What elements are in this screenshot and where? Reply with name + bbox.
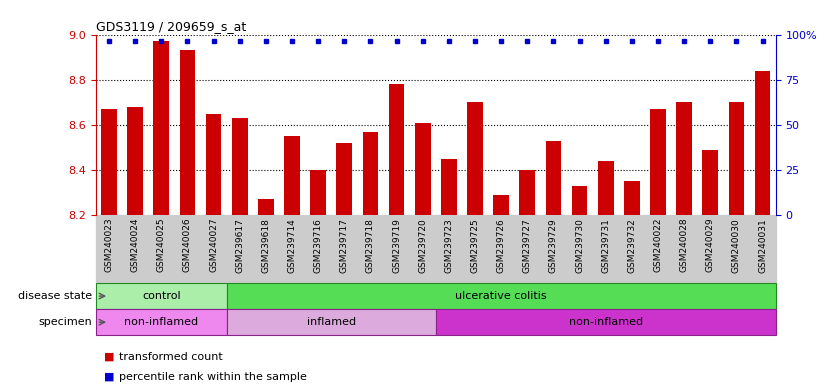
Bar <box>435 309 776 335</box>
Text: disease state: disease state <box>18 291 92 301</box>
Bar <box>128 107 143 215</box>
Bar <box>572 186 587 215</box>
Bar <box>258 199 274 215</box>
Bar <box>651 109 666 215</box>
Bar <box>520 170 535 215</box>
Bar <box>755 71 771 215</box>
Text: ■: ■ <box>104 372 118 382</box>
Text: percentile rank within the sample: percentile rank within the sample <box>119 372 307 382</box>
Text: ■: ■ <box>104 352 118 362</box>
Text: GDS3119 / 209659_s_at: GDS3119 / 209659_s_at <box>96 20 246 33</box>
Text: control: control <box>142 291 181 301</box>
Bar <box>467 102 483 215</box>
Text: non-inflamed: non-inflamed <box>569 317 643 327</box>
Bar <box>310 170 326 215</box>
Text: non-inflamed: non-inflamed <box>124 317 198 327</box>
Bar <box>96 283 227 309</box>
Bar <box>96 309 227 335</box>
Text: ulcerative colitis: ulcerative colitis <box>455 291 547 301</box>
Bar <box>389 84 404 215</box>
Bar <box>624 181 640 215</box>
Bar <box>101 109 117 215</box>
Bar <box>676 102 692 215</box>
Bar <box>227 309 435 335</box>
Bar <box>232 118 248 215</box>
Text: inflamed: inflamed <box>307 317 356 327</box>
Bar <box>363 132 379 215</box>
Bar <box>179 50 195 215</box>
Bar <box>493 195 509 215</box>
Bar <box>729 102 744 215</box>
Bar <box>545 141 561 215</box>
Bar <box>702 150 718 215</box>
Bar <box>227 283 776 309</box>
Text: specimen: specimen <box>38 317 92 327</box>
Bar <box>598 161 614 215</box>
Bar <box>336 143 352 215</box>
Bar <box>414 122 430 215</box>
Bar <box>441 159 457 215</box>
Bar <box>206 114 221 215</box>
Bar <box>153 41 169 215</box>
Bar <box>284 136 300 215</box>
Text: transformed count: transformed count <box>119 352 223 362</box>
